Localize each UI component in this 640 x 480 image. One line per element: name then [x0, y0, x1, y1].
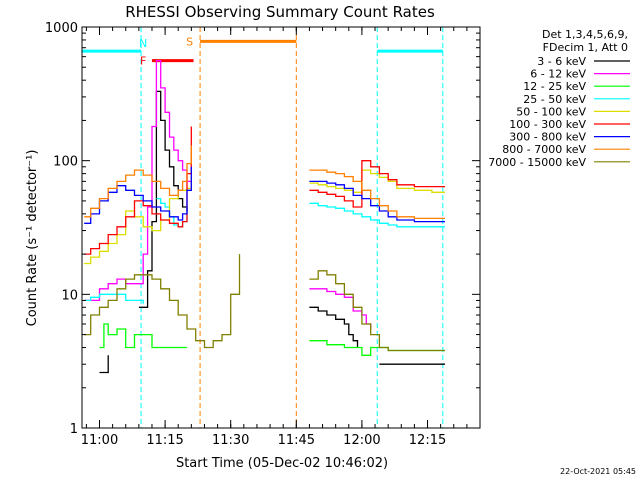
- series-line-7: [84, 145, 445, 220]
- x-tick-label-2: 11:30: [212, 433, 249, 448]
- legend-label-3: 25 - 50 keV: [523, 93, 586, 106]
- axes: 1 10 100 1000 11:00 11:15 11:30 11:45 12:00 12:15: [45, 21, 481, 448]
- legend: Det 1,3,4,5,6,9,FDecim 1, Att 03 - 6 keV…: [488, 28, 630, 169]
- y-tick-label-2: 100: [53, 155, 78, 170]
- y-tick-label-1: 10: [61, 288, 78, 303]
- series-line-6: [84, 166, 445, 224]
- series-line-0: [99, 90, 445, 374]
- y-tick-label-0: 1: [70, 422, 78, 437]
- x-tick-label-5: 12:15: [409, 433, 446, 448]
- legend-label-0: 3 - 6 keV: [537, 55, 586, 68]
- legend-label-5: 100 - 300 keV: [509, 118, 586, 131]
- flag-f-label: F: [140, 55, 146, 68]
- chart-series-area: NF S: [82, 27, 445, 428]
- x-axis-label: Start Time (05-Dec-02 10:46:02): [176, 456, 388, 471]
- plot-border: [81, 26, 481, 429]
- series-line-3: [84, 197, 445, 304]
- x-tick-label-0: 11:00: [81, 433, 118, 448]
- legend-header-1: FDecim 1, Att 0: [543, 41, 628, 54]
- series-line-1: [84, 60, 372, 329]
- series-line-8: [84, 254, 445, 352]
- x-tick-label-4: 12:00: [343, 433, 380, 448]
- legend-label-8: 7000 - 15000 keV: [488, 156, 586, 169]
- legend-label-6: 300 - 800 keV: [509, 131, 586, 144]
- legend-label-4: 50 - 100 keV: [516, 105, 586, 118]
- series-line-5: [84, 126, 445, 255]
- legend-label-2: 12 - 25 keV: [523, 80, 586, 93]
- flag-s-label: S: [186, 35, 193, 48]
- y-tick-label-3: 1000: [45, 21, 78, 36]
- flag-n-label: N: [139, 37, 147, 50]
- x-tick-label-1: 11:15: [146, 433, 183, 448]
- legend-label-1: 6 - 12 keV: [530, 68, 586, 81]
- chart-title: RHESSI Observing Summary Count Rates: [125, 3, 435, 21]
- x-tick-label-3: 11:45: [278, 433, 315, 448]
- footer-date: 22-Oct-2021 05:45: [560, 467, 636, 476]
- legend-header-0: Det 1,3,4,5,6,9,: [542, 28, 628, 41]
- legend-label-7: 800 - 7000 keV: [502, 143, 586, 156]
- y-axis-label: Count Rate (s⁻¹ detector⁻¹): [25, 150, 40, 327]
